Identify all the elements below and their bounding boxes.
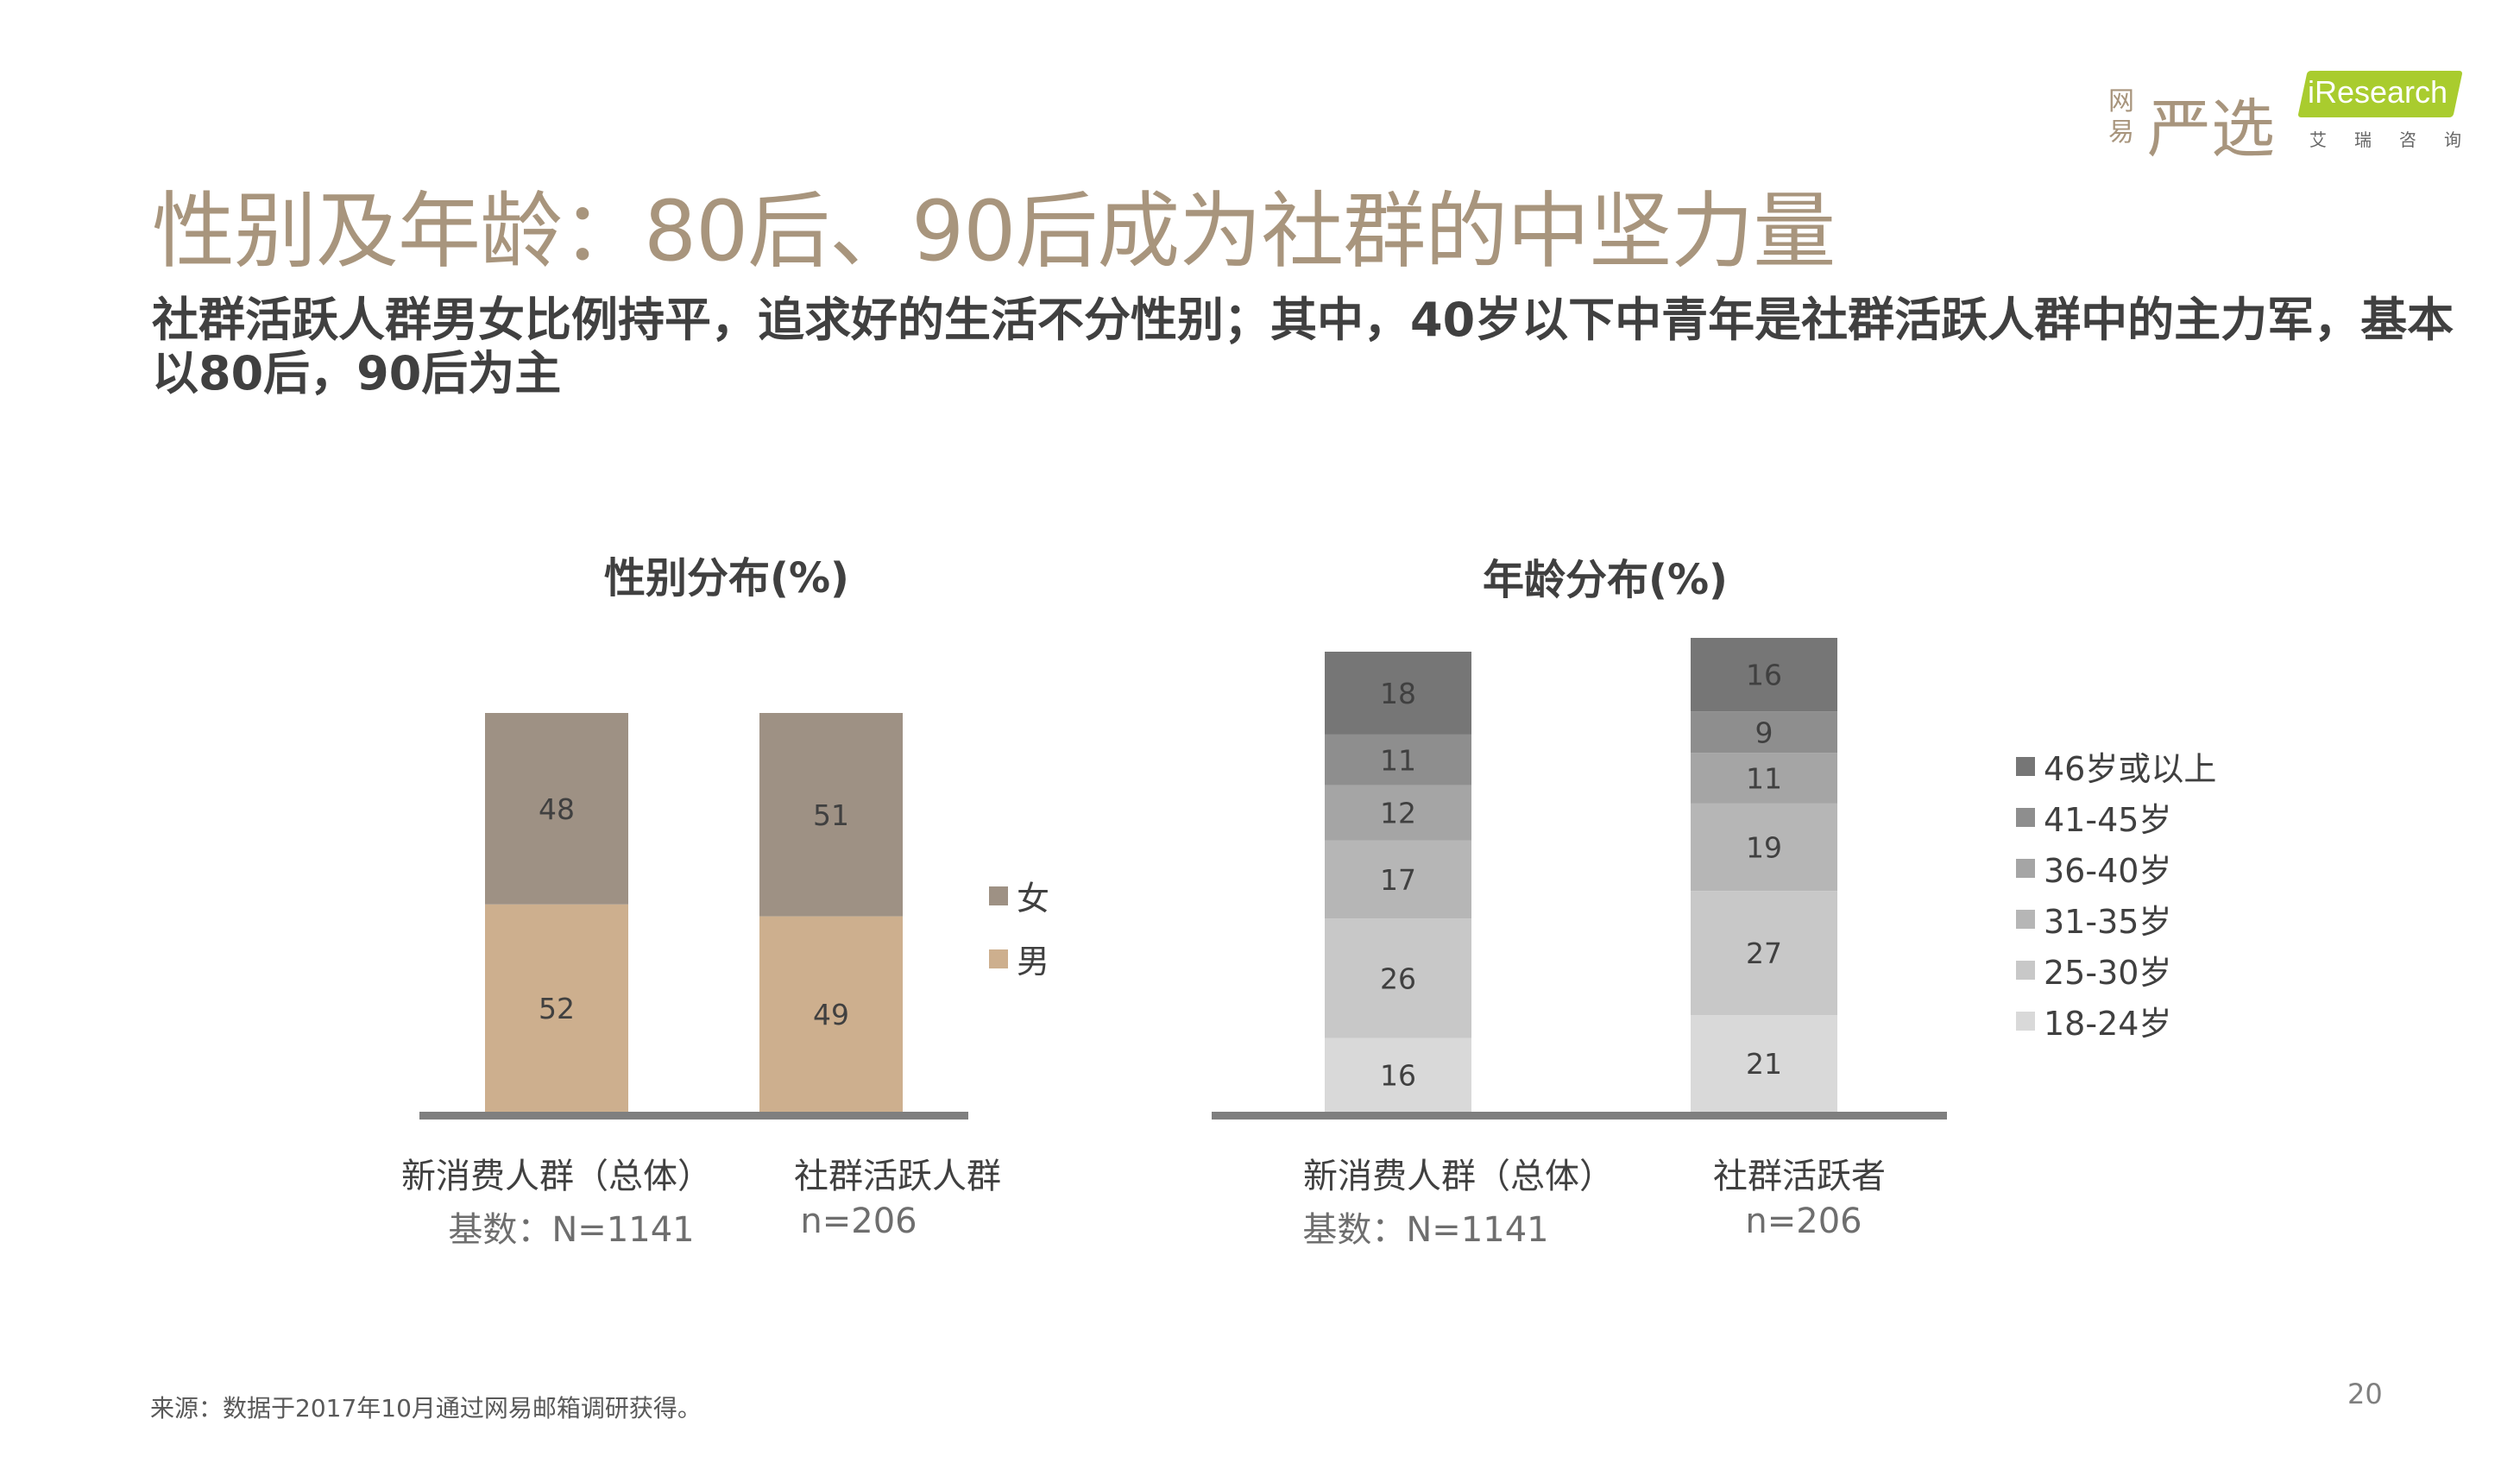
legend-item-41-45: 41-45岁: [2016, 792, 2216, 842]
age-bar-segment: [1691, 803, 1837, 892]
gender-bar-segment: [759, 916, 903, 1112]
legend-item-25-30: 25-30岁: [2016, 944, 2216, 995]
age-x-axis: [1212, 1112, 1947, 1120]
age-bar-segment: [1691, 891, 1837, 1016]
legend-label: 41-45岁: [2044, 801, 2172, 839]
legend-item-male: 男: [989, 935, 1049, 982]
age-data-label: 16: [1746, 659, 1782, 692]
age-bar-segment: [1325, 918, 1471, 1038]
gender-category-note: 基数：N=1141: [448, 1210, 695, 1250]
age-bar-segment: [1325, 734, 1471, 785]
legend-item-female: 女: [989, 872, 1049, 919]
iresearch-sub-char: 询: [2444, 129, 2461, 150]
age-bar-segment: [1691, 1015, 1837, 1112]
iresearch-sub-char: 艾: [2309, 129, 2327, 150]
legend-swatch: [989, 886, 1008, 905]
age-data-label: 27: [1746, 937, 1782, 970]
age-bar-segment: [1325, 840, 1471, 919]
age-bar-segment: [1325, 652, 1471, 735]
age-legend: 46岁或以上 41-45岁 36-40岁 31-35岁 25-30岁 18-24…: [2016, 741, 2216, 1046]
legend-item-31-35: 31-35岁: [2016, 893, 2216, 944]
age-category-label: 新消费人群（总体）: [1303, 1157, 1614, 1196]
legend-swatch: [2016, 960, 2035, 980]
age-data-label: 11: [1380, 743, 1416, 777]
age-chart-title: 年龄分布(%): [1483, 556, 1728, 604]
age-data-label: 19: [1746, 831, 1782, 865]
gender-category-note: n=206: [800, 1202, 917, 1241]
age-data-label: 21: [1746, 1047, 1782, 1081]
age-data-label: 16: [1380, 1058, 1416, 1092]
age-bar-segment: [1691, 753, 1837, 804]
age-bar-segment: [1691, 638, 1837, 712]
legend-swatch: [2016, 909, 2035, 929]
legend-swatch: [2016, 807, 2035, 827]
legend-label: 31-35岁: [2044, 903, 2172, 941]
age-data-label: 9: [1755, 716, 1773, 749]
legend-label: 18-24岁: [2044, 1005, 2172, 1043]
page-title: 性别及年龄：80后、90后成为社群的中坚力量: [152, 183, 1836, 280]
age-bar-segment: [1325, 785, 1471, 841]
gender-bar-segment: [759, 713, 903, 917]
age-data-label: 12: [1380, 797, 1416, 830]
legend-label: 36-40岁: [2044, 852, 2172, 890]
legend-label: 女: [1017, 880, 1050, 918]
netease-yanxuan-logo: 网易 严选: [2106, 78, 2313, 167]
page-subtitle: 社群活跃人群男女比例持平，追求好的生活不分性别；其中，40岁以下中青年是社群活跃…: [152, 293, 2454, 401]
gender-x-axis: [419, 1112, 968, 1120]
legend-swatch: [2016, 756, 2035, 776]
legend-swatch: [989, 949, 1008, 968]
gender-legend: 女 男: [989, 872, 1049, 982]
iresearch-sub-char: 瑞: [2354, 129, 2372, 150]
legend-swatch: [2016, 1011, 2035, 1031]
age-category-label: 社群活跃者: [1713, 1157, 1886, 1196]
iresearch-logo: iResearch 艾 瑞 咨 询: [2297, 71, 2465, 151]
age-category-note: 基数：N=1141: [1302, 1210, 1549, 1250]
legend-label: 25-30岁: [2044, 954, 2172, 992]
age-category-note: n=206: [1745, 1202, 1862, 1241]
gender-category-label: 新消费人群（总体）: [401, 1157, 712, 1196]
age-data-label: 18: [1380, 677, 1416, 710]
gender-data-label: 52: [539, 992, 575, 1025]
legend-item-18-24: 18-24岁: [2016, 995, 2216, 1046]
yanxuan-logo-text: 严选: [2147, 92, 2275, 167]
age-data-label: 11: [1746, 762, 1782, 796]
gender-chart-title: 性别分布(%): [604, 554, 849, 602]
iresearch-sub-char: 咨: [2399, 129, 2416, 150]
legend-label: 男: [1017, 943, 1050, 981]
age-bar-segment: [1691, 711, 1837, 754]
legend-swatch: [2016, 858, 2035, 878]
source-note: 来源：数据于2017年10月通过网易邮箱调研获得。: [150, 1394, 702, 1422]
gender-bar-segment: [485, 904, 628, 1112]
iresearch-logo-subtext: 艾 瑞 咨 询: [2309, 126, 2461, 151]
iresearch-logo-text: iResearch: [2308, 74, 2448, 110]
gender-bar-segment: [485, 713, 628, 905]
gender-data-label: 49: [813, 998, 849, 1031]
legend-label: 46岁或以上: [2044, 750, 2217, 788]
page-number: 20: [2347, 1378, 2383, 1410]
gender-data-label: 51: [813, 798, 849, 832]
legend-item-36-40: 36-40岁: [2016, 842, 2216, 893]
legend-item-46-plus: 46岁或以上: [2016, 741, 2216, 792]
age-bar-segment: [1325, 1038, 1471, 1112]
age-data-label: 26: [1380, 962, 1416, 995]
netease-logo-small-text: 网易: [2108, 86, 2134, 148]
gender-category-label: 社群活跃人群: [794, 1157, 1001, 1196]
age-data-label: 17: [1380, 863, 1416, 897]
gender-data-label: 48: [539, 792, 575, 826]
